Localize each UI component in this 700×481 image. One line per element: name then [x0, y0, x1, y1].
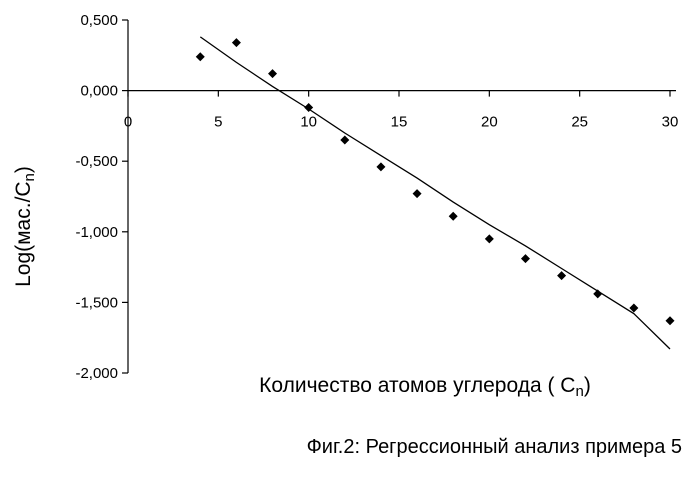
data-point-13	[665, 316, 675, 326]
x-tick-label-0: 0	[124, 114, 132, 131]
x-tick-label-5: 25	[571, 114, 588, 131]
data-point-0	[195, 52, 205, 62]
y-tick-label-3: -1,000	[75, 224, 118, 241]
data-point-1	[231, 38, 241, 48]
y-tick-label-1: 0,000	[80, 83, 118, 100]
regression-chart: 0,500 0,000 -0,500 -1,000 -1,500 -2,000 0 5 10 15…	[12, 12, 679, 400]
x-tick-label-4: 20	[481, 114, 498, 131]
figure-caption: Фиг.2: Регрессионный анализ примера 5	[306, 436, 682, 458]
data-point-10	[557, 271, 567, 281]
data-point-7	[448, 211, 458, 221]
y-tick-label-5: -2,000	[75, 365, 118, 382]
data-point-4	[340, 135, 350, 145]
data-point-12	[629, 303, 639, 313]
y-tick-label-0: 0,500	[80, 12, 118, 29]
y-axis-title: Log(мас./Cn)	[12, 166, 38, 287]
y-tick-label-2: -0,500	[75, 153, 118, 170]
data-point-8	[484, 234, 494, 244]
data-point-11	[593, 289, 603, 299]
data-point-9	[520, 254, 530, 264]
x-tick-label-3: 15	[391, 114, 408, 131]
x-tick-label-1: 5	[214, 114, 222, 131]
y-tick-label-4: -1,500	[75, 294, 118, 311]
trendline	[199, 36, 671, 350]
x-tick-label-2: 10	[300, 114, 317, 131]
data-point-2	[268, 69, 278, 79]
data-point-5	[376, 162, 386, 172]
data-point-3	[304, 103, 314, 113]
x-axis-title: Количество атомов углерода ( Cn)	[259, 374, 591, 400]
x-tick-label-6: 30	[662, 114, 679, 131]
data-point-6	[412, 189, 422, 199]
